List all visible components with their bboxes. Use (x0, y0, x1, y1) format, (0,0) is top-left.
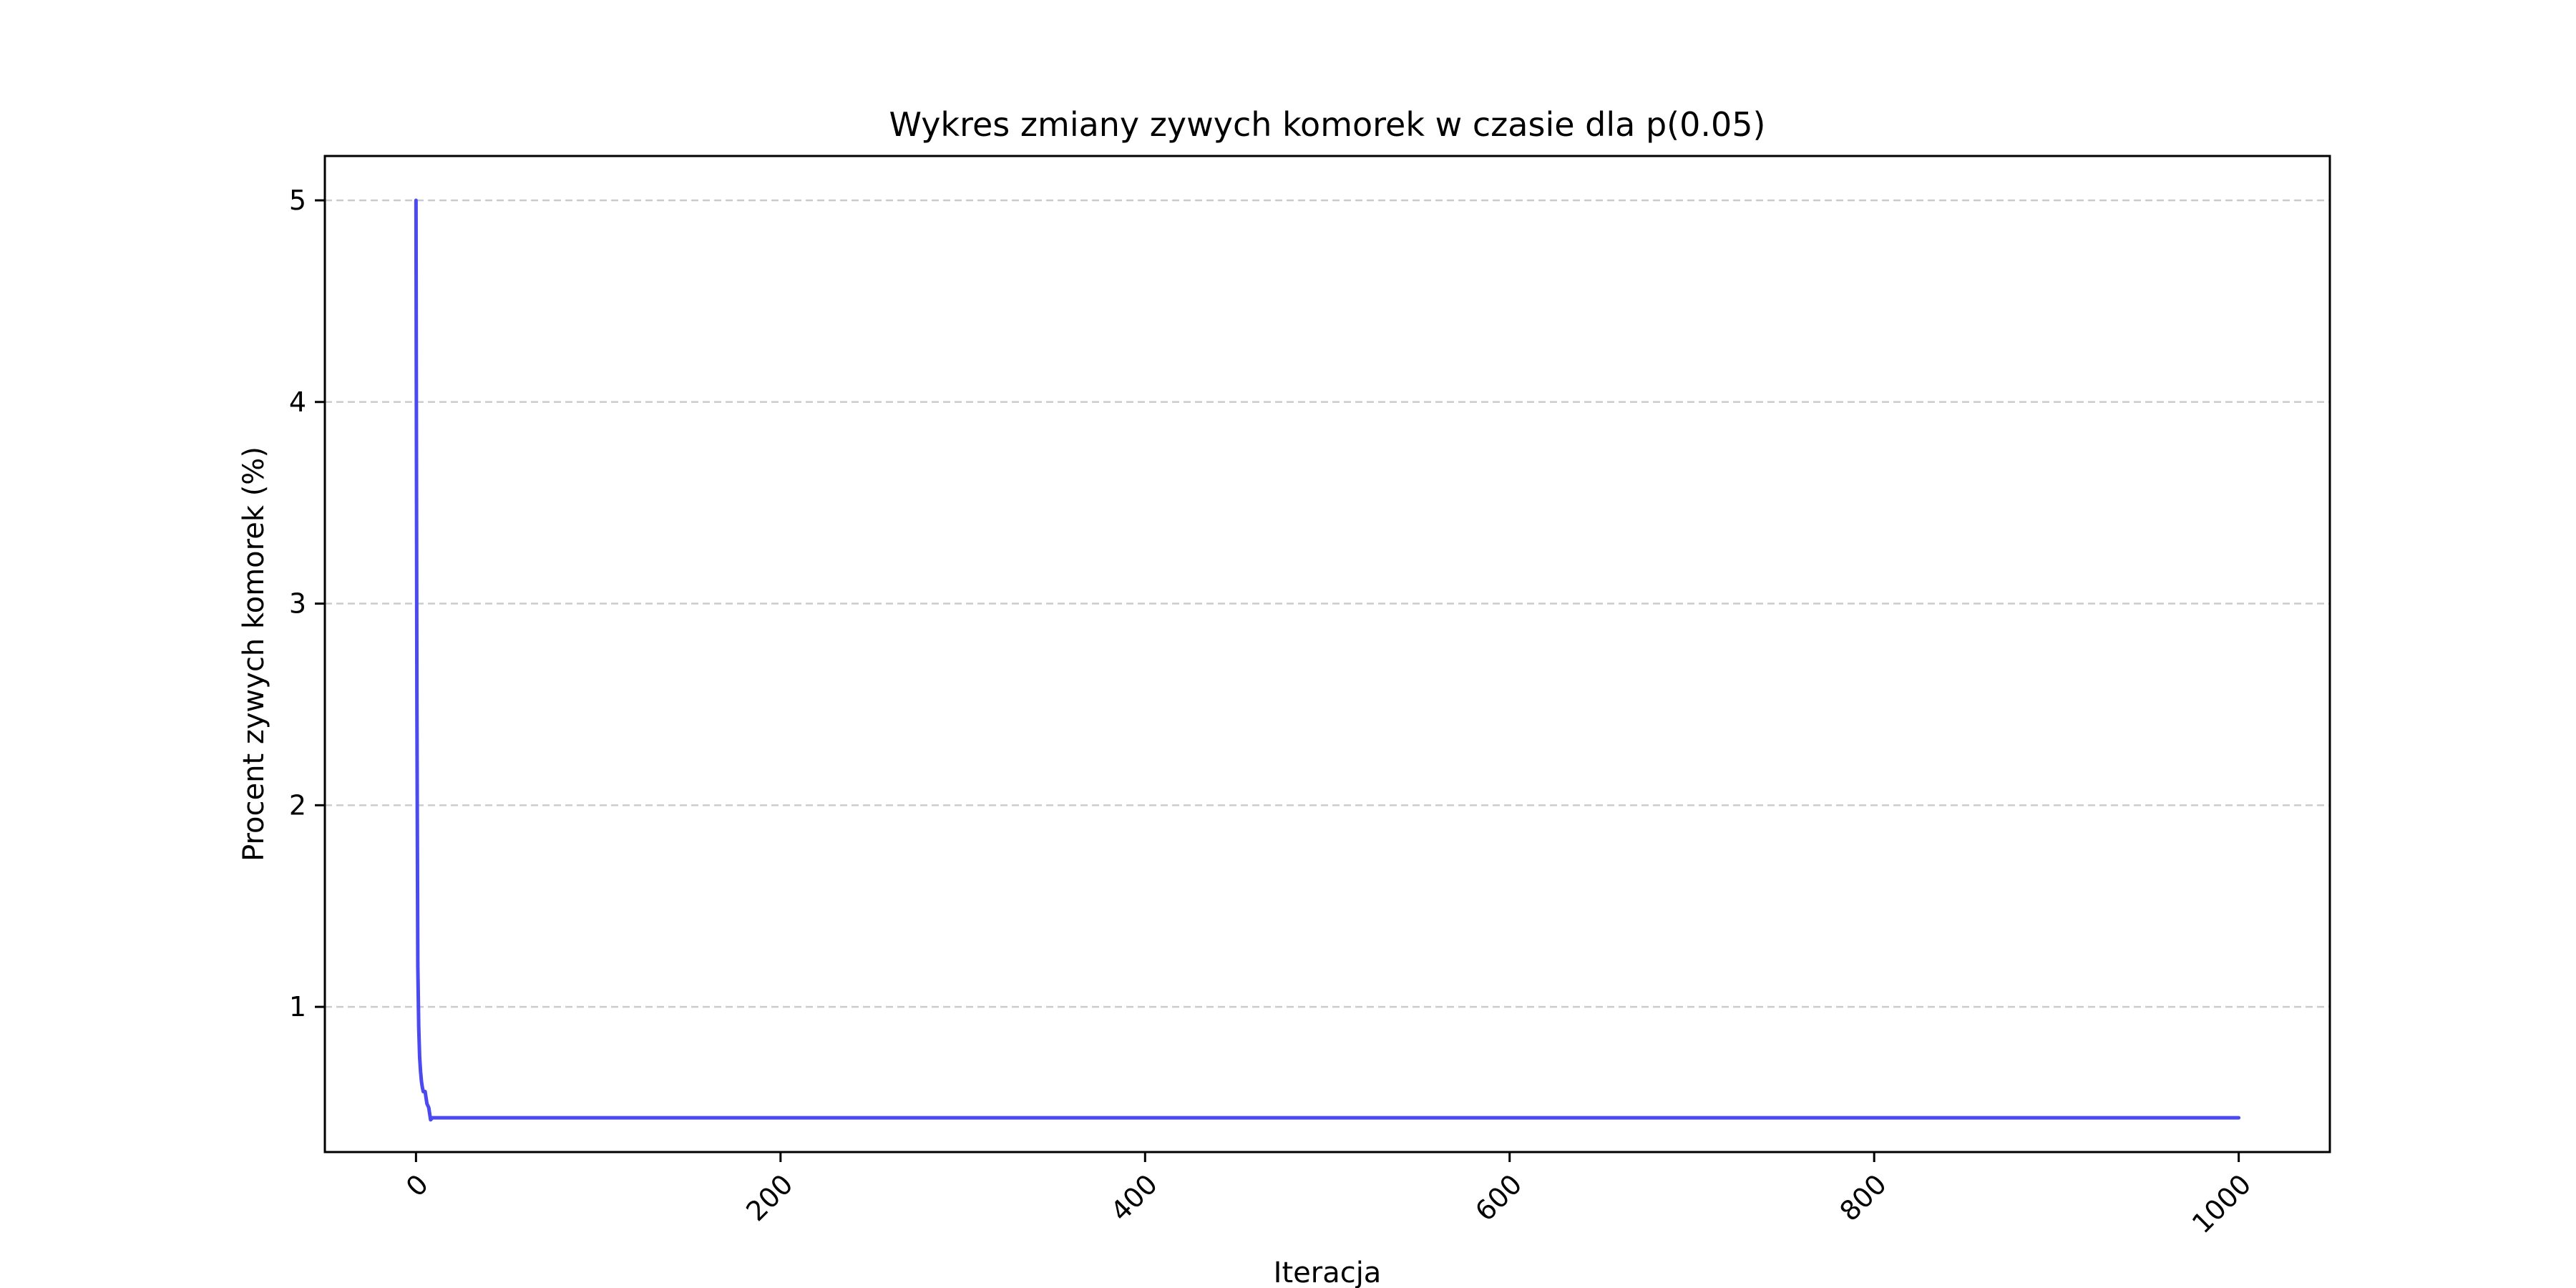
x-tick-label-800: 800 (1834, 1169, 1893, 1227)
x-tick-label-400: 400 (1105, 1169, 1163, 1227)
x-axis-label: Iteracja (1274, 1257, 1382, 1288)
y-tick-label-5: 5 (289, 185, 306, 216)
y-tick-label-2: 2 (289, 789, 306, 821)
y-axis-label: Procent zywych komorek (%) (238, 447, 270, 862)
grid-lines (325, 199, 2330, 1008)
plot-area-frame (323, 155, 2331, 1153)
x-tick-label-200: 200 (740, 1169, 799, 1227)
x-tick-label-600: 600 (1469, 1169, 1528, 1227)
y-tick-label-3: 3 (289, 588, 306, 620)
y-tick-label-4: 4 (289, 386, 306, 418)
series-line-live-cells (414, 198, 2241, 1122)
y-axis-ticks: 1 2 3 4 5 (289, 185, 325, 1023)
x-tick-label-1000: 1000 (2186, 1169, 2258, 1240)
x-tick-label-0: 0 (400, 1169, 434, 1203)
x-axis-ticks: 0 200 400 600 800 1000 (400, 1152, 2257, 1239)
y-tick-label-1: 1 (289, 991, 306, 1023)
chart-title: Wykres zmiany zywych komorek w czasie dl… (889, 105, 1766, 144)
